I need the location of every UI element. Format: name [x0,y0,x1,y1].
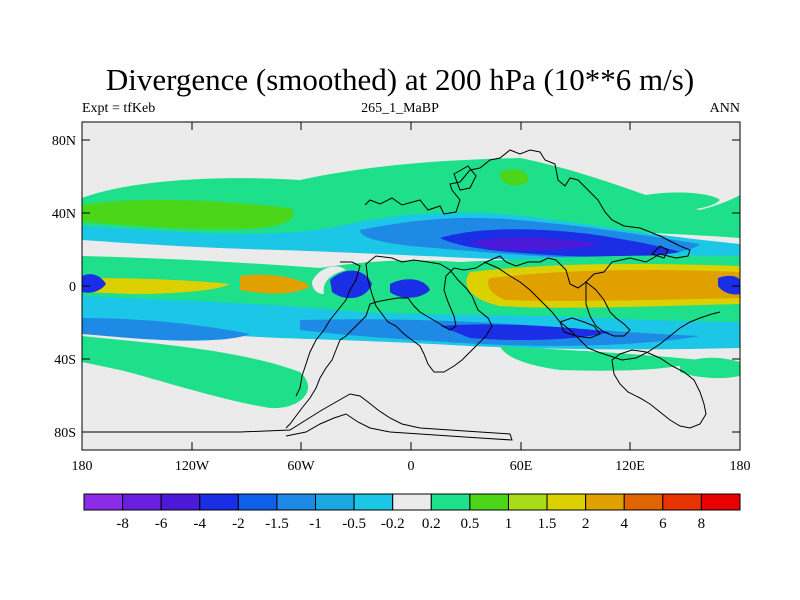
colorbar-label: -1 [309,516,322,532]
colorbar-swatch [122,493,162,511]
lon-label: 0 [408,459,415,474]
colorbar-swatch [700,493,741,511]
lon-label: 180 [730,459,751,474]
colorbar-label: -4 [194,516,207,532]
contour-eq-yellow-west [82,278,230,294]
season-label: ANN [709,101,740,116]
contour-nh-green-inner [82,199,294,230]
contour-eq-orange-east [488,270,740,301]
experiment-label: Expt = tfKeb [82,101,156,116]
colorbar-label: 1.5 [538,516,557,532]
colorbar-label: -8 [116,516,129,532]
coastline-south-america [295,261,361,397]
colorbar-swatch [623,493,664,511]
contour-eq-orange-west [240,274,310,294]
contour-fields [82,158,740,409]
coastline-se-asia [585,280,631,337]
colorbar-swatch [315,493,355,511]
contour-sh-green-eastpac [680,357,740,379]
colorbar-label: -0.5 [342,516,366,532]
plot-title: Divergence (smoothed) at 200 hPa (10**6 … [105,62,695,97]
coastline-australia [611,349,707,429]
colorbar-swatch [276,493,317,511]
colorbar: -8 -6 -4 -2 -1.5 -1 -0.5 -0.2 0.2 0.5 1 1.5 2 4 6 8 [83,493,741,532]
coastline-africa [365,255,493,373]
coastlines [82,149,721,441]
lon-label: 60E [510,459,533,474]
lon-label: 120E [615,459,645,474]
colorbar-swatch [469,493,509,511]
colorbar-swatch [237,493,278,511]
colorbar-swatch [507,493,548,511]
case-label: 265_1_MaBP [361,101,439,116]
colorbar-label: 0.2 [422,516,441,532]
colorbar-swatch [430,493,471,511]
colorbar-swatch [353,493,394,511]
contour-nh-deep-blue-core [470,237,600,251]
colorbar-swatch [83,493,124,511]
coastline-eurasia [285,149,691,429]
lat-label: 80S [54,426,76,441]
coastline-japan [651,245,669,259]
contour-nh-green-east [640,192,720,210]
lat-ticks [82,139,740,433]
contour-sh-green-indian [500,346,700,371]
colorbar-swatch [392,493,432,511]
lon-ticks [81,122,741,450]
colorbar-label: 2 [582,516,590,532]
contour-atlantic-blue [330,270,372,299]
colorbar-label: 6 [659,516,667,532]
contour-atlantic-white-ring [312,266,346,294]
contour-africa-blue [390,279,430,298]
lon-label: 60W [287,459,315,474]
contour-sa-blue [82,318,250,341]
contour-sh-green-west [82,336,309,409]
colorbar-label: -1.5 [265,516,289,532]
colorbar-label: 8 [698,516,706,532]
colorbar-swatch [662,493,702,511]
colorbar-label: 0.5 [461,516,480,532]
colorbar-label: -2 [232,516,245,532]
coastline-indonesia [559,317,601,339]
colorbar-label: 4 [620,516,628,532]
colorbar-label: -6 [155,516,168,532]
lat-label: 80N [52,134,76,149]
contour-eq-blue-dateline [82,274,106,293]
colorbar-swatch [546,493,587,511]
lat-label: 40N [52,207,76,222]
lat-labels: 80N 40N 0 40S 80S [52,134,76,441]
coastline-antarctica [82,393,513,441]
colorbar-label: -0.2 [381,516,405,532]
colorbar-swatch [585,493,625,511]
colorbar-swatch [160,493,201,511]
contour-nh-green-asia [500,169,529,186]
lat-label: 40S [54,353,76,368]
colorbar-label: 1 [505,516,513,532]
coastline-greenland [453,165,477,191]
contour-eq-blue-east-dateline [718,275,740,295]
colorbar-swatch [199,493,239,511]
lat-label: 0 [69,280,76,295]
lon-label: 180 [72,459,93,474]
coastline-arabia-india [483,261,721,361]
lon-label: 120W [175,459,210,474]
lon-labels: 180 120W 60W 0 60E 120E 180 [72,459,751,474]
